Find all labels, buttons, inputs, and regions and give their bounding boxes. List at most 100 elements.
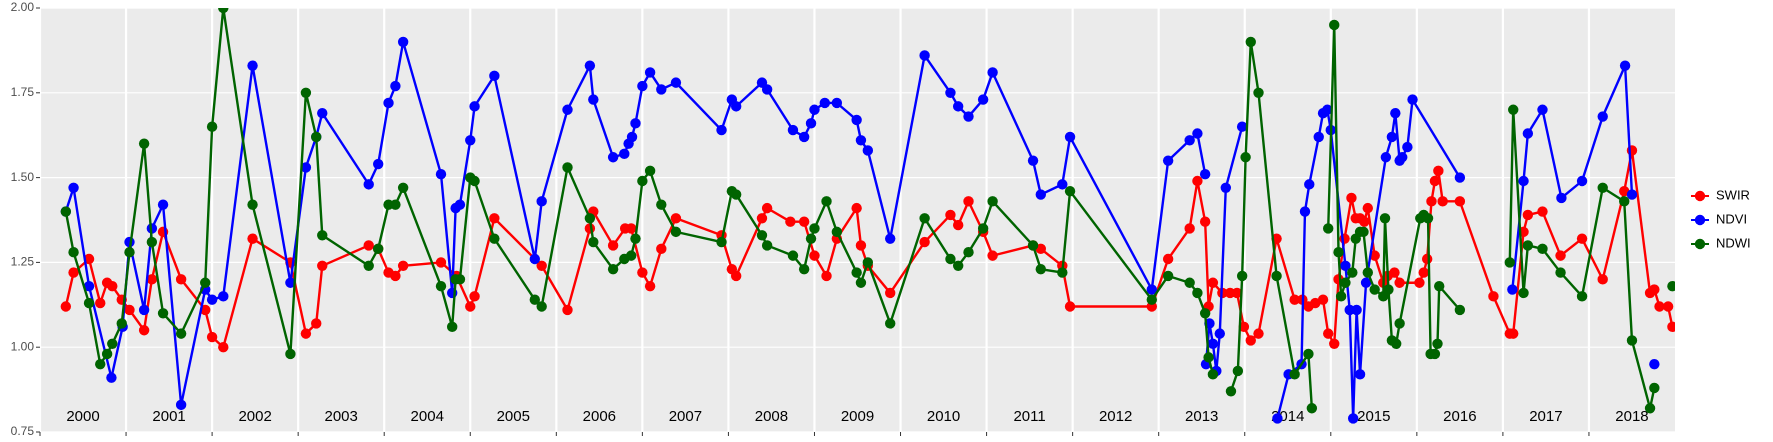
data-point [1304,179,1315,190]
data-point [397,36,409,48]
data-point [885,233,896,244]
data-point [1207,338,1219,350]
y-tick-label: 0.75 [11,424,35,438]
data-point [390,270,401,282]
data-point [730,270,742,282]
data-point [1454,196,1466,207]
data-point [588,94,599,105]
data-point [761,240,773,251]
data-point [919,213,930,224]
data-point [489,70,500,82]
data-point [1508,104,1519,115]
data-point [1217,287,1228,299]
data-point [372,243,384,255]
data-point [1027,240,1039,251]
data-point [756,213,768,224]
y-tick-label: 2.00 [11,0,35,14]
data-point [562,162,573,173]
data-point [1369,284,1380,295]
data-point [819,97,830,109]
data-point [1340,260,1351,271]
year-label: 2015 [1357,408,1390,425]
year-label: 2007 [669,408,702,425]
data-point [1576,175,1588,187]
data-point [1240,152,1251,163]
year-label: 2011 [1013,408,1045,425]
data-point [1323,328,1334,339]
data-point [317,230,328,241]
data-point [1429,348,1441,360]
data-point [60,206,72,217]
data-point [1232,365,1244,377]
year-label: 2008 [755,408,788,425]
data-point [1325,124,1336,136]
data-point [670,213,682,224]
data-point [1576,291,1588,302]
data-point [885,318,896,329]
data-point [247,233,258,244]
data-point [1597,111,1608,122]
data-point [1619,185,1630,197]
data-point [285,348,296,360]
data-point [1522,209,1534,221]
data-point [529,294,541,305]
data-point [68,267,79,278]
data-point [656,84,667,95]
data-point [1555,267,1566,278]
y-tick-label: 1.50 [11,170,35,184]
data-point [1204,318,1215,329]
data-point [175,274,187,285]
data-point [489,213,500,224]
data-point [138,304,150,316]
data-point [761,84,773,95]
data-point [83,280,95,292]
legend-label: NDWI [1716,235,1751,250]
data-point [536,301,547,312]
data-point [372,158,384,170]
data-point [124,236,135,248]
data-point [1518,287,1529,299]
data-point [963,196,974,207]
data-point [809,250,820,261]
data-point [716,124,727,136]
data-point [397,182,409,193]
data-point [311,131,322,143]
data-point [851,267,862,278]
data-point [626,131,638,143]
data-point [1057,267,1068,278]
data-point [1027,155,1039,166]
data-point [1146,284,1158,295]
data-point [656,199,667,210]
data-point [1272,413,1283,424]
data-point [1346,192,1357,204]
data-point [977,223,989,234]
data-point [157,308,169,319]
data-point [1184,135,1195,146]
data-point [106,372,117,383]
data-point [489,233,500,244]
year-label: 2012 [1099,408,1132,425]
data-point [1522,128,1534,139]
data-point [798,131,810,143]
data-point [390,80,401,92]
data-point [1271,233,1282,244]
data-point [124,247,135,258]
data-point [885,287,896,299]
data-point [1354,369,1366,380]
legend-key [1694,190,1706,202]
data-point [1057,179,1068,190]
data-point [435,169,447,180]
data-point [670,77,682,88]
data-point [670,226,682,238]
data-point [218,291,229,302]
data-point [1454,172,1466,183]
data-point [1379,213,1391,224]
data-point [1418,267,1429,278]
data-point [862,257,874,268]
data-point [630,118,641,129]
data-point [945,87,956,99]
data-point [138,325,150,336]
data-point [1654,301,1665,312]
data-point [1199,169,1211,180]
